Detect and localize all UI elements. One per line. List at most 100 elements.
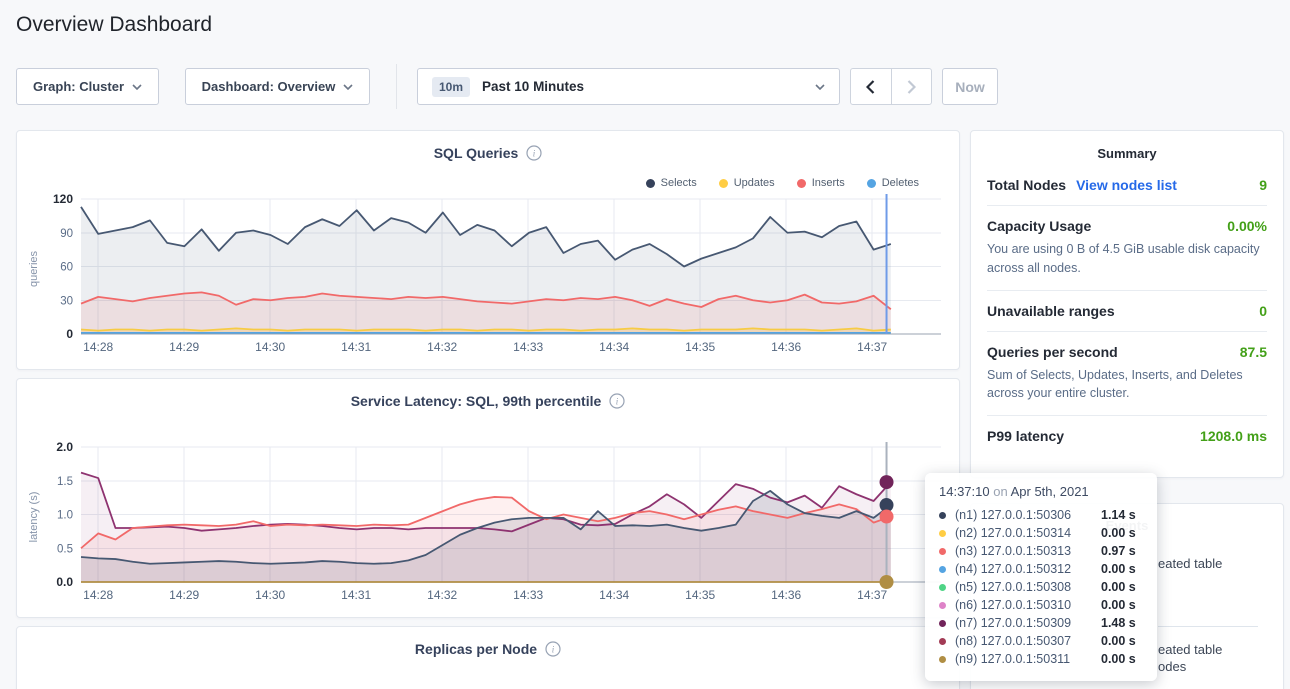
node-latency-value: 1.48 s: [1101, 616, 1136, 630]
svg-text:14:35: 14:35: [685, 340, 715, 354]
node-color-dot: [939, 529, 946, 537]
capacity-usage-label: Capacity Usage: [987, 218, 1092, 234]
svg-text:14:28: 14:28: [83, 340, 113, 354]
divider: [987, 289, 1267, 291]
svg-text:14:35: 14:35: [685, 588, 715, 602]
summary-title: Summary: [1097, 146, 1157, 161]
node-color-dot: [939, 565, 946, 573]
time-range-dropdown[interactable]: 10m Past 10 Minutes: [417, 68, 840, 105]
now-button[interactable]: Now: [942, 68, 998, 105]
node-color-dot: [939, 619, 946, 627]
time-prev-button[interactable]: [851, 69, 891, 104]
node-latency-value: 0.00 s: [1101, 562, 1136, 576]
legend-dot: [645, 178, 655, 188]
unavailable-ranges-value: 0: [1259, 302, 1267, 319]
info-icon[interactable]: i: [545, 641, 561, 657]
time-next-button[interactable]: [890, 69, 932, 104]
event-item-fragment: odes: [1158, 659, 1187, 674]
svg-text:14:29: 14:29: [169, 340, 199, 354]
svg-text:14:30: 14:30: [255, 588, 285, 602]
svg-text:30: 30: [60, 295, 73, 307]
summary-row-qps: Queries per second 87.5 Sum of Selects, …: [987, 344, 1267, 404]
event-item-fragment: eated table: [1158, 556, 1223, 571]
svg-text:14:34: 14:34: [599, 340, 629, 354]
service-latency-plot[interactable]: 14:28 14:29 14:30 14:31 14:32 14:33 14:34 14:35…: [17, 439, 961, 614]
replicas-per-node-card: Replicas per Node i: [16, 626, 960, 689]
node-address: (n8) 127.0.0.1:50307: [955, 634, 1072, 648]
tooltip-node-row: (n8) 127.0.0.1:50307 0.00 s: [939, 632, 1143, 650]
svg-text:14:37: 14:37: [857, 340, 887, 354]
time-range-badge: 10m: [432, 76, 471, 97]
p99-latency-label: P99 latency: [987, 428, 1065, 444]
svg-text:i: i: [552, 645, 555, 655]
node-latency-value: 0.97 s: [1101, 544, 1136, 558]
svg-text:14:33: 14:33: [513, 340, 543, 354]
sql-queries-card: SQL Queries i Selects Updates Inserts Delet…: [16, 130, 960, 370]
svg-text:i: i: [533, 149, 536, 159]
tooltip-node-row: (n2) 127.0.0.1:50314 0.00 s: [939, 524, 1143, 542]
info-icon[interactable]: i: [526, 145, 542, 161]
svg-text:60: 60: [60, 262, 73, 274]
node-latency-value: 0.00 s: [1101, 652, 1136, 666]
node-latency-value: 0.00 s: [1101, 580, 1136, 594]
legend-item-deletes[interactable]: Deletes: [866, 177, 919, 189]
view-nodes-list-link[interactable]: View nodes list: [1076, 177, 1177, 193]
tooltip-rows: (n1) 127.0.0.1:50306 1.14 s (n2) 127.0.0.1…: [939, 506, 1143, 668]
toolbar-divider: [396, 64, 397, 109]
node-color-dot: [939, 601, 946, 609]
node-latency-value: 0.00 s: [1101, 598, 1136, 612]
page-title: Overview Dashboard: [16, 13, 213, 36]
tooltip-on: on: [993, 484, 1008, 499]
unavailable-ranges-label: Unavailable ranges: [987, 302, 1115, 319]
tooltip-timestamp: 14:37:10 on Apr 5th, 2021: [939, 484, 1143, 499]
svg-text:14:30: 14:30: [255, 340, 285, 354]
chevron-down-icon: [132, 83, 142, 90]
time-range-label: Past 10 Minutes: [482, 79, 585, 94]
node-color-dot: [939, 511, 946, 519]
graph-dropdown[interactable]: Graph: Cluster: [16, 68, 159, 105]
svg-text:14:31: 14:31: [341, 588, 371, 602]
svg-text:0.5: 0.5: [57, 543, 73, 555]
svg-text:14:34: 14:34: [599, 588, 629, 602]
p99-latency-value: 1208.0 ms: [1200, 428, 1267, 444]
node-color-dot: [939, 637, 946, 645]
node-color-dot: [939, 547, 946, 555]
svg-text:14:29: 14:29: [169, 588, 199, 602]
svg-text:14:33: 14:33: [513, 588, 543, 602]
legend-item-inserts[interactable]: Inserts: [796, 177, 845, 189]
svg-text:latency (s): latency (s): [28, 492, 40, 543]
chevron-down-icon: [343, 83, 353, 90]
tooltip-time: 14:37:10: [939, 484, 990, 499]
sql-queries-plot[interactable]: 14:28 14:29 14:30 14:31 14:32 14:33 14:34 14:35…: [17, 191, 961, 366]
svg-text:1.5: 1.5: [57, 476, 73, 488]
svg-text:i: i: [616, 397, 619, 407]
svg-text:14:36: 14:36: [771, 588, 801, 602]
svg-text:0: 0: [66, 327, 73, 341]
chevron-down-icon: [815, 83, 825, 90]
node-address: (n3) 127.0.0.1:50313: [955, 544, 1072, 558]
legend-item-updates[interactable]: Updates: [718, 177, 775, 189]
info-icon[interactable]: i: [609, 393, 625, 409]
node-address: (n1) 127.0.0.1:50306: [955, 508, 1072, 522]
legend-label: Updates: [733, 177, 775, 189]
graph-dropdown-label: Graph: Cluster: [32, 79, 124, 94]
dashboard-dropdown[interactable]: Dashboard: Overview: [185, 68, 370, 105]
node-address: (n9) 127.0.0.1:50311: [955, 652, 1071, 666]
svg-text:14:32: 14:32: [427, 340, 457, 354]
legend-dot: [866, 178, 876, 188]
svg-text:14:31: 14:31: [341, 340, 371, 354]
capacity-usage-value: 0.00%: [1227, 218, 1267, 234]
legend-label: Selects: [660, 177, 697, 189]
summary-row-capacity: Capacity Usage 0.00% You are using 0 B o…: [987, 218, 1267, 278]
legend-dot: [718, 178, 728, 188]
divider: [987, 415, 1267, 416]
legend-item-selects[interactable]: Selects: [645, 177, 697, 189]
summary-row-unavailable-ranges: Unavailable ranges 0: [987, 303, 1267, 319]
summary-row-total-nodes: Total Nodes View nodes list 9: [987, 177, 1267, 193]
tooltip-date: Apr 5th, 2021: [1010, 484, 1089, 499]
capacity-usage-description: You are using 0 B of 4.5 GiB usable disk…: [987, 242, 1260, 275]
chart-title-replicas: Replicas per Node: [414, 641, 538, 657]
svg-text:14:36: 14:36: [771, 340, 801, 354]
qps-label: Queries per second: [987, 343, 1118, 360]
